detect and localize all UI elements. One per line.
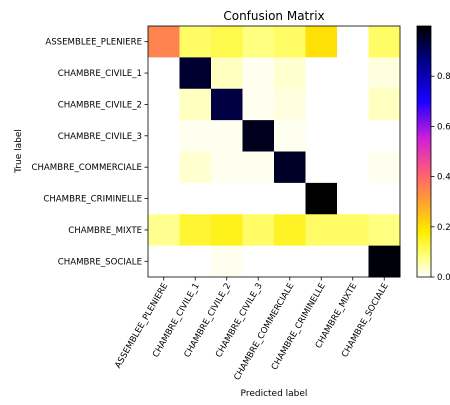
heatmap-cell: [368, 57, 401, 90]
heatmap-cell: [211, 214, 243, 247]
heatmap-cell: [211, 182, 243, 215]
heatmap-cell: [305, 182, 338, 215]
y-tick-label: CHAMBRE_CIVILE_3: [58, 132, 142, 142]
colorbar-tick-label: 0.6: [437, 122, 450, 132]
heatmap-cell: [242, 182, 275, 215]
heatmap-cell: [148, 214, 180, 247]
heatmap-cell: [368, 245, 401, 278]
heatmap-cell: [274, 88, 306, 121]
heatmap-cell: [242, 214, 275, 247]
heatmap-cell: [242, 151, 275, 184]
colorbar-tick-label: 0.0: [437, 273, 450, 283]
heatmap-cell: [305, 245, 338, 278]
x-axis-label: Predicted label: [241, 389, 308, 399]
x-tick-label: CHAMBRE_CRIMINELLE: [270, 282, 328, 372]
y-tick-label: CHAMBRE_CRIMINELLE: [43, 195, 142, 205]
heatmap-cell: [305, 214, 338, 247]
heatmap-cell: [337, 245, 369, 278]
colorbar-tick-label: 0.4: [437, 173, 450, 183]
heatmap-cell: [242, 57, 275, 90]
heatmap-cell: [211, 26, 243, 58]
heatmap-cell: [148, 120, 180, 153]
heatmap-cell: [368, 214, 401, 247]
heatmap-cell: [368, 182, 401, 215]
heatmap-cell: [368, 151, 401, 184]
heatmap-cell: [148, 88, 180, 121]
y-tick-label: CHAMBRE_COMMERCIALE: [31, 163, 142, 173]
heatmap-cell: [274, 57, 306, 90]
colorbar-tick-label: 0.2: [437, 223, 450, 233]
heatmap-cell: [242, 120, 275, 153]
heatmap-cell: [179, 151, 212, 184]
heatmap-cell: [274, 245, 306, 278]
y-tick-label: CHAMBRE_SOCIALE: [58, 257, 142, 267]
heatmap-cell: [179, 245, 212, 278]
heatmap-cell: [305, 57, 338, 90]
heatmap-cell: [337, 26, 369, 58]
heatmap-cell: [179, 57, 212, 90]
heatmap-cell: [148, 182, 180, 215]
x-tick-label: CHAMBRE_COMMERCIALE: [232, 282, 296, 383]
heatmap-cell: [148, 26, 180, 58]
heatmap-cell: [242, 26, 275, 58]
plot-frame: [147, 25, 401, 278]
y-tick-label: CHAMBRE_MIXTE: [68, 226, 142, 236]
heatmap-cell: [368, 120, 401, 153]
heatmap-cell: [368, 26, 401, 58]
heatmap-cell: [211, 151, 243, 184]
y-tick-labels: ASSEMBLEE_PLENIERE CHAMBRE_CIVILE_1 CHAMBR…: [31, 38, 148, 267]
heatmap-cell: [274, 214, 306, 247]
heatmap-cell: [337, 182, 369, 215]
colorbar-tick-label: 0.8: [437, 72, 450, 82]
heatmap-cell: [211, 245, 243, 278]
heatmap-cell: [148, 57, 180, 90]
heatmap-cell: [179, 120, 212, 153]
heatmap-cell: [305, 88, 338, 121]
heatmap-cell: [242, 88, 275, 121]
heatmap-cell: [179, 88, 212, 121]
heatmap-cells: [148, 26, 401, 278]
heatmap-cell: [305, 151, 338, 184]
heatmap-cell: [179, 26, 212, 58]
colorbar-ticks: 0.0 0.2 0.4 0.6 0.8: [431, 72, 450, 283]
heatmap-cell: [211, 120, 243, 153]
heatmap-cell: [274, 26, 306, 58]
heatmap-cell: [368, 88, 401, 121]
heatmap-cell: [337, 151, 369, 184]
x-tick-labels: ASSEMBLEE_PLENIERECHAMBRE_CIVILE_1CHAMBR…: [113, 277, 391, 383]
heatmap-cell: [211, 57, 243, 90]
colorbar: [416, 25, 432, 278]
heatmap-cell: [337, 120, 369, 153]
heatmap-cell: [274, 182, 306, 215]
heatmap-cell: [148, 151, 180, 184]
y-tick-label: CHAMBRE_CIVILE_1: [58, 69, 142, 79]
heatmap-cell: [305, 26, 338, 58]
heatmap-cell: [179, 182, 212, 215]
heatmap-cell: [242, 245, 275, 278]
heatmap-cell: [179, 214, 212, 247]
heatmap-cell: [211, 88, 243, 121]
y-tick-label: ASSEMBLEE_PLENIERE: [45, 38, 142, 48]
heatmap-cell: [148, 245, 180, 278]
heatmap-cell: [274, 151, 306, 184]
y-axis-label: True label: [14, 129, 24, 174]
heatmap-cell: [337, 88, 369, 121]
heatmap-cell: [305, 120, 338, 153]
x-tick-label: ASSEMBLEE_PLENIERE: [113, 282, 170, 371]
heatmap-cell: [274, 120, 306, 153]
heatmap-cell: [337, 57, 369, 90]
chart-title: Confusion Matrix: [223, 9, 324, 23]
heatmap-cell: [337, 214, 369, 247]
y-tick-label: CHAMBRE_CIVILE_2: [58, 100, 142, 110]
